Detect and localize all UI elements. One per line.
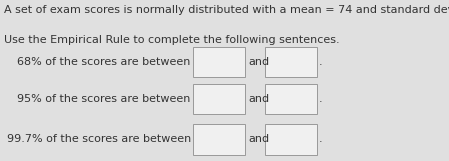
FancyBboxPatch shape [193, 84, 245, 114]
Text: Use the Empirical Rule to complete the following sentences.: Use the Empirical Rule to complete the f… [4, 35, 339, 45]
Text: .: . [319, 134, 323, 144]
Text: and: and [248, 94, 269, 104]
FancyBboxPatch shape [193, 47, 245, 77]
Text: A set of exam scores is normally distributed with a mean = 74 and standard devia: A set of exam scores is normally distrib… [4, 5, 449, 15]
Text: .: . [319, 94, 323, 104]
Text: .: . [319, 57, 323, 67]
Text: 95% of the scores are between: 95% of the scores are between [18, 94, 191, 104]
Text: and: and [248, 57, 269, 67]
FancyBboxPatch shape [265, 124, 317, 155]
FancyBboxPatch shape [193, 124, 245, 155]
FancyBboxPatch shape [265, 84, 317, 114]
Text: and: and [248, 134, 269, 144]
FancyBboxPatch shape [265, 47, 317, 77]
Text: 99.7% of the scores are between: 99.7% of the scores are between [7, 134, 191, 144]
Text: 68% of the scores are between: 68% of the scores are between [18, 57, 191, 67]
